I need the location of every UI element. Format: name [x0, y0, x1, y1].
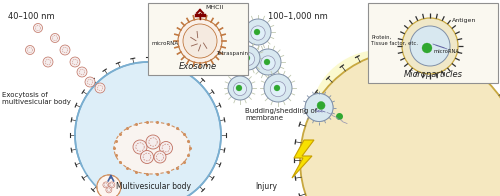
- Circle shape: [154, 151, 166, 163]
- Text: Antigen: Antigen: [452, 18, 476, 23]
- Circle shape: [305, 93, 333, 122]
- Circle shape: [244, 55, 250, 61]
- Circle shape: [264, 74, 292, 102]
- Text: microRNA: microRNA: [433, 48, 459, 54]
- Circle shape: [77, 67, 87, 77]
- Text: Budding/shedding of
membrane: Budding/shedding of membrane: [245, 108, 318, 121]
- Circle shape: [305, 93, 333, 122]
- Circle shape: [160, 142, 172, 154]
- Circle shape: [245, 19, 271, 45]
- Circle shape: [242, 52, 254, 66]
- Text: Tetraspanin: Tetraspanin: [216, 51, 248, 55]
- Text: Exocytosis of
multivesicular body: Exocytosis of multivesicular body: [2, 92, 71, 105]
- Circle shape: [60, 45, 70, 55]
- Text: MHCII: MHCII: [205, 5, 223, 10]
- Circle shape: [255, 49, 281, 75]
- Circle shape: [345, 75, 455, 185]
- Circle shape: [183, 24, 217, 58]
- Circle shape: [70, 57, 80, 67]
- Text: Protein,
Tissue factor, etc.: Protein, Tissue factor, etc.: [371, 35, 418, 46]
- Circle shape: [140, 151, 153, 163]
- Circle shape: [234, 82, 246, 96]
- Circle shape: [85, 77, 95, 87]
- Circle shape: [109, 182, 115, 188]
- Circle shape: [274, 85, 280, 91]
- Text: Microparticles: Microparticles: [404, 70, 462, 79]
- Circle shape: [106, 187, 112, 193]
- Circle shape: [103, 182, 109, 188]
- Circle shape: [251, 26, 265, 40]
- Ellipse shape: [114, 122, 190, 174]
- Circle shape: [228, 76, 252, 100]
- Circle shape: [95, 83, 105, 93]
- Circle shape: [236, 46, 260, 70]
- Circle shape: [236, 85, 242, 91]
- Circle shape: [133, 140, 147, 154]
- Text: 40–100 nm: 40–100 nm: [8, 12, 54, 21]
- Text: 100–1,000 nm: 100–1,000 nm: [268, 12, 328, 21]
- Circle shape: [261, 56, 275, 70]
- Circle shape: [410, 26, 450, 66]
- Circle shape: [26, 45, 35, 54]
- Text: microRNA: microRNA: [151, 41, 178, 45]
- Circle shape: [34, 24, 42, 33]
- Circle shape: [310, 50, 450, 190]
- Circle shape: [317, 102, 325, 110]
- Circle shape: [270, 81, 285, 97]
- Circle shape: [75, 62, 221, 196]
- Circle shape: [300, 50, 500, 196]
- Circle shape: [264, 59, 270, 65]
- Circle shape: [402, 18, 458, 74]
- FancyBboxPatch shape: [148, 3, 248, 75]
- Polygon shape: [292, 140, 314, 178]
- Circle shape: [97, 175, 121, 196]
- Text: Exosome: Exosome: [179, 62, 217, 71]
- Circle shape: [146, 135, 160, 149]
- Circle shape: [254, 29, 260, 35]
- Circle shape: [178, 19, 222, 63]
- FancyBboxPatch shape: [368, 3, 498, 83]
- Circle shape: [422, 43, 432, 53]
- Circle shape: [43, 57, 53, 67]
- Text: Injury: Injury: [255, 182, 277, 191]
- Circle shape: [50, 34, 59, 43]
- Text: Multivesicular body: Multivesicular body: [116, 182, 190, 191]
